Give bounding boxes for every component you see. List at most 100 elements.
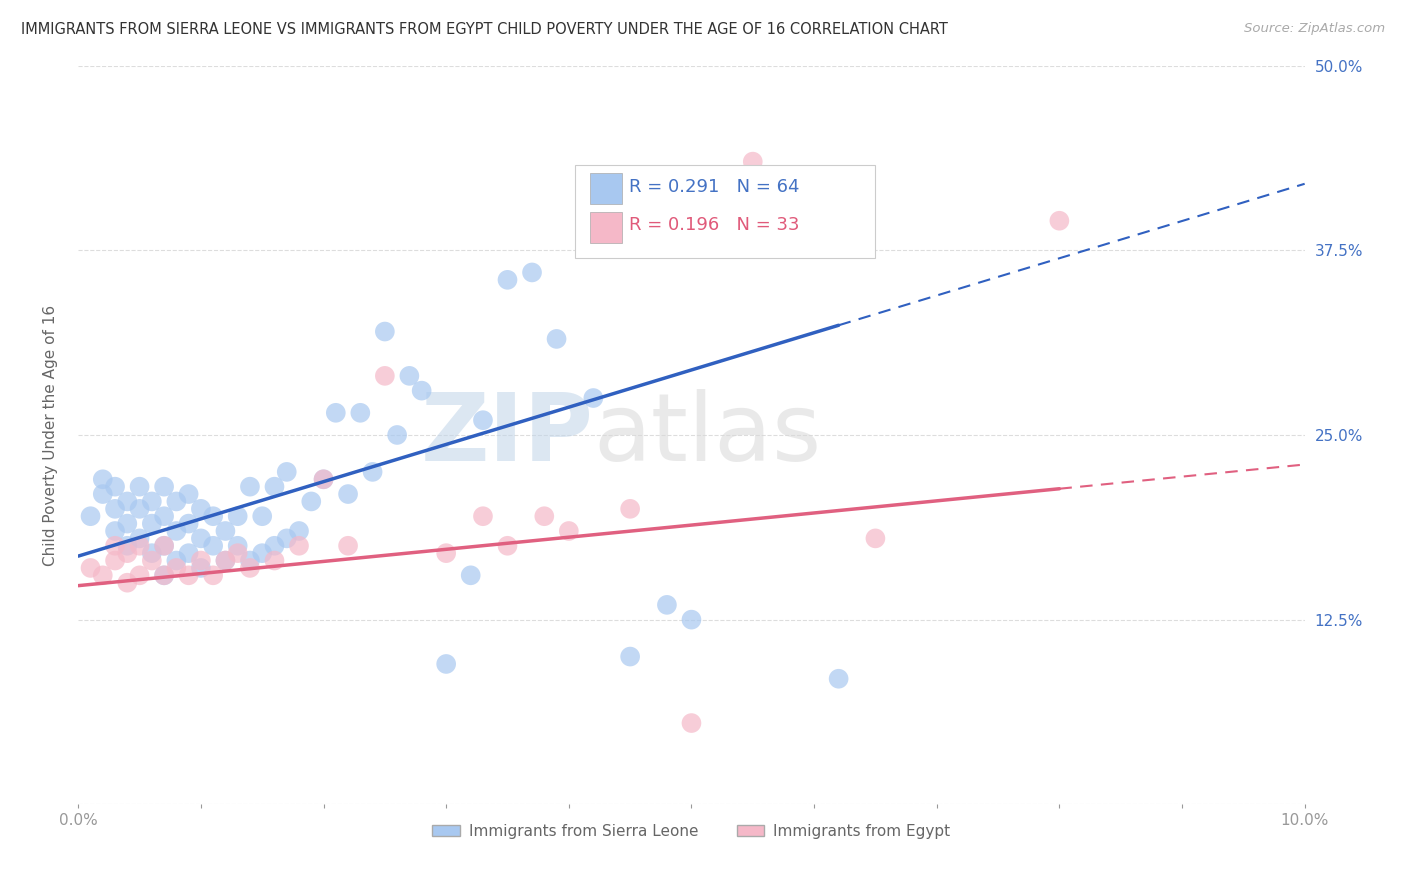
Point bbox=[385, 428, 408, 442]
Point bbox=[214, 553, 236, 567]
Point bbox=[141, 546, 163, 560]
Point bbox=[91, 568, 114, 582]
Point bbox=[533, 509, 555, 524]
Point bbox=[202, 568, 225, 582]
Point bbox=[619, 649, 641, 664]
Point bbox=[202, 539, 225, 553]
Point bbox=[619, 501, 641, 516]
Point bbox=[263, 480, 285, 494]
Point bbox=[104, 524, 127, 538]
Point bbox=[128, 539, 150, 553]
Point bbox=[496, 539, 519, 553]
Point bbox=[741, 154, 763, 169]
Point bbox=[202, 509, 225, 524]
FancyBboxPatch shape bbox=[589, 173, 621, 204]
Point bbox=[177, 568, 200, 582]
Point bbox=[239, 553, 262, 567]
Point bbox=[655, 598, 678, 612]
Point bbox=[582, 391, 605, 405]
Point bbox=[312, 472, 335, 486]
Text: ZIP: ZIP bbox=[420, 389, 593, 481]
FancyBboxPatch shape bbox=[575, 165, 876, 258]
Point bbox=[117, 539, 139, 553]
Point bbox=[411, 384, 433, 398]
Legend: Immigrants from Sierra Leone, Immigrants from Egypt: Immigrants from Sierra Leone, Immigrants… bbox=[426, 817, 956, 845]
Point bbox=[288, 539, 311, 553]
Point bbox=[117, 546, 139, 560]
Point bbox=[460, 568, 482, 582]
Point bbox=[91, 487, 114, 501]
Point bbox=[374, 368, 396, 383]
Point bbox=[165, 494, 187, 508]
Point bbox=[165, 524, 187, 538]
Point bbox=[141, 516, 163, 531]
Point bbox=[214, 524, 236, 538]
Point bbox=[104, 553, 127, 567]
Point bbox=[337, 487, 360, 501]
Point bbox=[214, 553, 236, 567]
Y-axis label: Child Poverty Under the Age of 16: Child Poverty Under the Age of 16 bbox=[44, 304, 58, 566]
Point bbox=[681, 613, 703, 627]
Point bbox=[190, 561, 212, 575]
Point bbox=[239, 561, 262, 575]
Point bbox=[374, 325, 396, 339]
Point bbox=[165, 553, 187, 567]
Point bbox=[276, 532, 298, 546]
Point bbox=[546, 332, 568, 346]
Point bbox=[681, 716, 703, 731]
Point bbox=[128, 501, 150, 516]
Point bbox=[104, 501, 127, 516]
Point bbox=[117, 494, 139, 508]
Point bbox=[177, 546, 200, 560]
Point bbox=[226, 546, 249, 560]
Point bbox=[325, 406, 347, 420]
Point bbox=[337, 539, 360, 553]
Text: atlas: atlas bbox=[593, 389, 821, 481]
Point bbox=[472, 509, 495, 524]
Point bbox=[104, 480, 127, 494]
Point bbox=[91, 472, 114, 486]
Point bbox=[153, 539, 176, 553]
Point bbox=[226, 539, 249, 553]
Point bbox=[865, 532, 887, 546]
Point bbox=[190, 501, 212, 516]
Point bbox=[79, 561, 101, 575]
Text: R = 0.291   N = 64: R = 0.291 N = 64 bbox=[628, 178, 800, 195]
Point bbox=[349, 406, 371, 420]
Point bbox=[827, 672, 849, 686]
Point bbox=[398, 368, 420, 383]
Text: Source: ZipAtlas.com: Source: ZipAtlas.com bbox=[1244, 22, 1385, 36]
Text: IMMIGRANTS FROM SIERRA LEONE VS IMMIGRANTS FROM EGYPT CHILD POVERTY UNDER THE AG: IMMIGRANTS FROM SIERRA LEONE VS IMMIGRAN… bbox=[21, 22, 948, 37]
Point bbox=[153, 509, 176, 524]
Point bbox=[250, 546, 273, 560]
FancyBboxPatch shape bbox=[589, 212, 621, 243]
Point bbox=[263, 539, 285, 553]
Point bbox=[128, 480, 150, 494]
Point bbox=[288, 524, 311, 538]
Point bbox=[299, 494, 322, 508]
Point bbox=[434, 546, 457, 560]
Point bbox=[177, 487, 200, 501]
Point bbox=[104, 539, 127, 553]
Point bbox=[434, 657, 457, 671]
Point bbox=[1047, 213, 1070, 227]
Point bbox=[117, 516, 139, 531]
Point bbox=[472, 413, 495, 427]
Point bbox=[239, 480, 262, 494]
Point bbox=[190, 553, 212, 567]
Point bbox=[128, 568, 150, 582]
Point bbox=[177, 516, 200, 531]
Point bbox=[141, 553, 163, 567]
Point bbox=[361, 465, 384, 479]
Point bbox=[153, 480, 176, 494]
Point bbox=[276, 465, 298, 479]
Point bbox=[153, 568, 176, 582]
Point bbox=[250, 509, 273, 524]
Point bbox=[263, 553, 285, 567]
Point bbox=[312, 472, 335, 486]
Point bbox=[141, 494, 163, 508]
Point bbox=[226, 509, 249, 524]
Point bbox=[190, 532, 212, 546]
Point bbox=[558, 524, 581, 538]
Point bbox=[496, 273, 519, 287]
